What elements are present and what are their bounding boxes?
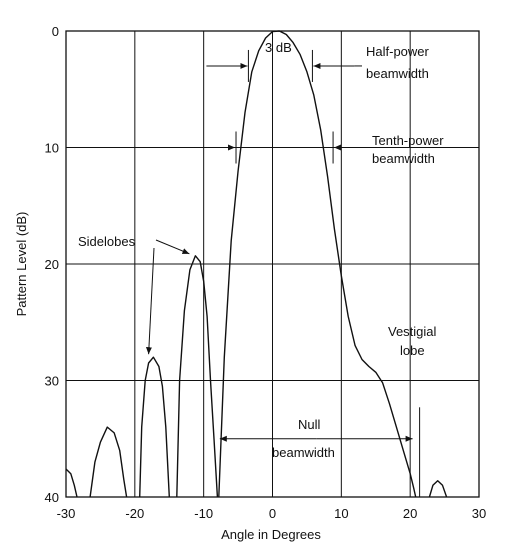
pattern-curve — [65, 30, 448, 498]
annotation-null-line2: beamwidth — [272, 445, 335, 460]
annotation-vestigial-line2: lobe — [400, 343, 425, 358]
annotation-half-power-line2: beamwidth — [366, 66, 429, 81]
x-tick-label: 30 — [472, 506, 486, 521]
sidelobe-arrow-1 — [145, 247, 155, 355]
x-axis-label: Angle in Degrees — [221, 527, 321, 542]
annotation-sidelobes: Sidelobes — [78, 234, 136, 249]
annotation-tenth-power-line1: Tenth-power — [372, 133, 444, 148]
annotations: 3 dB Half-power beamwidth Tenth-power be… — [78, 40, 444, 460]
y-tick-label: 20 — [45, 257, 59, 272]
grid — [65, 30, 480, 498]
beamwidth-markers — [145, 49, 421, 497]
tick-labels: -30 -20 -10 0 10 20 30 0 10 20 30 40 — [45, 24, 487, 521]
y-tick-label: 30 — [45, 374, 59, 389]
y-tick-label: 40 — [45, 490, 59, 505]
x-tick-label: 0 — [269, 506, 276, 521]
pattern-lobe — [89, 426, 128, 498]
x-tick-label: -20 — [125, 506, 144, 521]
pattern-lobe — [176, 255, 219, 498]
x-tick-label: -10 — [194, 506, 213, 521]
annotation-null-line1: Null — [298, 417, 321, 432]
annotation-half-power-line1: Half-power — [366, 44, 430, 59]
pattern-lobe — [218, 30, 417, 498]
y-tick-label: 10 — [45, 141, 59, 156]
sidelobe-arrow-2 — [155, 239, 190, 255]
annotation-vestigial-line1: Vestigial — [388, 324, 437, 339]
pattern-lobe — [65, 468, 78, 498]
y-axis-label: Pattern Level (dB) — [14, 212, 29, 317]
x-tick-label: 10 — [334, 506, 348, 521]
pattern-lobe — [139, 356, 170, 498]
x-tick-label: -30 — [57, 506, 76, 521]
annotation-3db: 3 dB — [265, 40, 292, 55]
y-tick-label: 0 — [52, 24, 59, 39]
x-tick-label: 20 — [403, 506, 417, 521]
annotation-tenth-power-line2: beamwidth — [372, 151, 435, 166]
pattern-lobe — [428, 480, 448, 498]
